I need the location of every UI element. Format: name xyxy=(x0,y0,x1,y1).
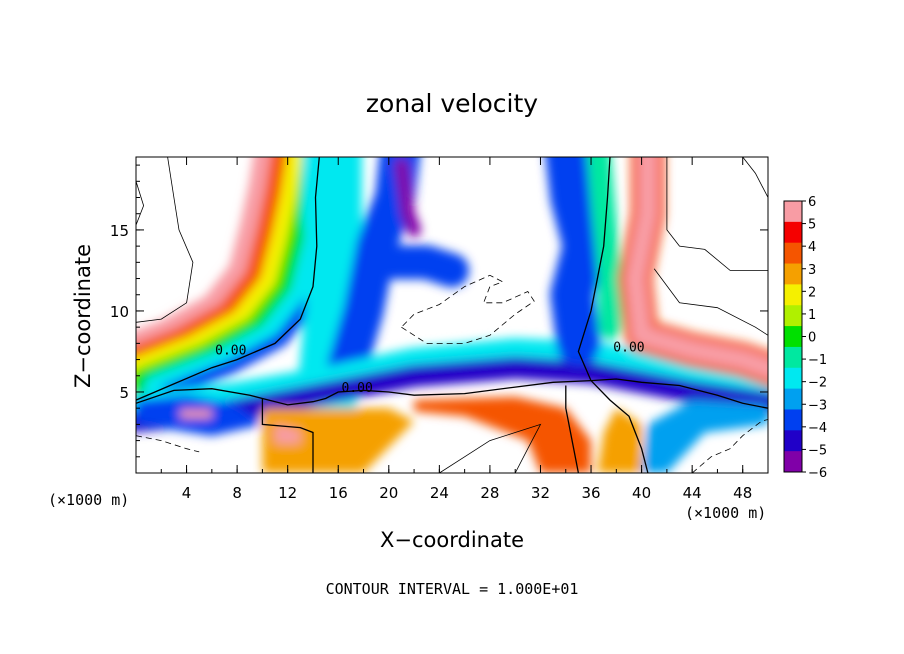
x-tick-label: 12 xyxy=(278,484,297,502)
colorbar-tick-label: −4 xyxy=(808,421,827,436)
x-tick-label: 44 xyxy=(683,484,702,502)
contour-label: 0.00 xyxy=(342,381,373,396)
chart-title: zonal velocity xyxy=(366,89,538,118)
x-tick-label: 8 xyxy=(232,484,242,502)
x-unit-left: (×1000 m) xyxy=(48,491,129,509)
colorbar-swatch xyxy=(784,388,802,410)
colorbar-swatch xyxy=(784,263,802,285)
positive-contour-5 xyxy=(742,157,768,198)
plot-frame xyxy=(135,156,769,474)
colorbar-swatch xyxy=(784,305,802,327)
zero-contour-0 xyxy=(136,157,320,401)
colorbar-swatch xyxy=(784,367,802,390)
colorbar-tick-label: −6 xyxy=(808,466,827,481)
x-tick-label: 28 xyxy=(480,484,499,502)
colorbar-swatch xyxy=(784,409,802,431)
colorbar-swatch xyxy=(784,242,802,265)
colorbar-tick-label: −1 xyxy=(808,353,827,368)
zero-contour-1 xyxy=(136,388,263,404)
colorbar-tick-label: 4 xyxy=(808,240,816,255)
x-axis-ticks: 4 8 12 16 20 24 28 32 36 40 44 48 xyxy=(160,157,752,502)
velocity-field xyxy=(136,157,768,473)
x-tick-label: 32 xyxy=(531,484,550,502)
zero-contour-5 xyxy=(577,157,611,381)
y-tick-label: 15 xyxy=(110,222,129,240)
cool-tongue xyxy=(371,245,469,288)
x-tick-label: 20 xyxy=(379,484,398,502)
x-tick-label: 36 xyxy=(581,484,600,502)
y-axis-label: Z−coordinate xyxy=(71,244,95,388)
colorbar-swatch xyxy=(784,346,802,369)
negative-contour-0 xyxy=(401,274,535,344)
lower-warm-wedge xyxy=(414,396,591,473)
lower-left-warm xyxy=(262,408,415,473)
x-unit-right: (×1000 m) xyxy=(685,504,766,522)
lower-right-cool xyxy=(641,400,768,473)
contour-lines xyxy=(136,157,768,473)
positive-contour-0 xyxy=(136,157,194,323)
zero-contour-2 xyxy=(262,379,592,406)
contour-label: 0.00 xyxy=(215,344,246,359)
zero-contour-4 xyxy=(590,380,649,473)
x-tick-label: 48 xyxy=(733,484,752,502)
plot-area: 0.000.000.00 4 8 12 16 20 24 28 32 36 40 44 48 5101… xyxy=(110,156,769,502)
colorbar-tick-label: 1 xyxy=(808,308,816,323)
lower-right-warm xyxy=(597,408,642,473)
positive-contour-3 xyxy=(666,157,768,271)
zero-contour-6 xyxy=(590,378,768,409)
colorbar-tick-label: 3 xyxy=(808,263,816,278)
x-tick-label: 16 xyxy=(329,484,348,502)
positive-contour-4 xyxy=(653,268,768,336)
positive-contour-1 xyxy=(136,181,145,226)
colorbar-swatch xyxy=(784,201,802,223)
positive-contour-2 xyxy=(439,423,542,473)
colorbar-swatch xyxy=(784,326,802,348)
x-axis-label: X−coordinate xyxy=(380,528,524,552)
contour-label: 0.00 xyxy=(613,340,644,355)
contour-interval-note: CONTOUR INTERVAL = 1.000E+01 xyxy=(326,580,579,598)
x-tick-label: 24 xyxy=(430,484,449,502)
zero-contour-7 xyxy=(565,385,580,473)
colorbar-tick-label: −5 xyxy=(808,443,827,458)
colorbar-swatch xyxy=(784,451,802,473)
colorbar-tick-label: −2 xyxy=(808,376,827,391)
right-column xyxy=(545,157,607,366)
warm-spot xyxy=(275,424,301,444)
y-tick-label: 10 xyxy=(110,303,129,321)
colorbar-swatch xyxy=(784,221,802,244)
y-axis-ticks: 5 10 15 xyxy=(110,164,768,458)
colorbar-tick-label: 2 xyxy=(808,285,816,300)
colorbar-swatch xyxy=(784,430,802,452)
colorbar-tick-label: 0 xyxy=(808,331,816,346)
negative-contour-2 xyxy=(691,419,768,473)
x-tick-label: 40 xyxy=(632,484,651,502)
hole-left xyxy=(180,409,212,418)
contour-labels: 0.00 0.00 0.00 xyxy=(215,340,644,396)
colorbar-tick-label: −3 xyxy=(808,398,827,413)
zero-contour-3 xyxy=(261,398,314,473)
colorbar: 6 5 4 3 2 1 0 −1 −2 −3 −4 −5 −6 xyxy=(783,195,827,481)
cool-extreme xyxy=(394,158,422,237)
colorbar-swatch xyxy=(784,284,802,306)
colorbar-tick-label: 5 xyxy=(808,218,816,233)
right-warm-branch xyxy=(625,157,768,379)
colorbar-tick-label: 6 xyxy=(808,195,816,210)
right-column-edge xyxy=(586,157,622,340)
x-tick-label: 4 xyxy=(182,484,192,502)
y-tick-label: 5 xyxy=(119,384,129,402)
negative-contour-1 xyxy=(136,435,200,453)
